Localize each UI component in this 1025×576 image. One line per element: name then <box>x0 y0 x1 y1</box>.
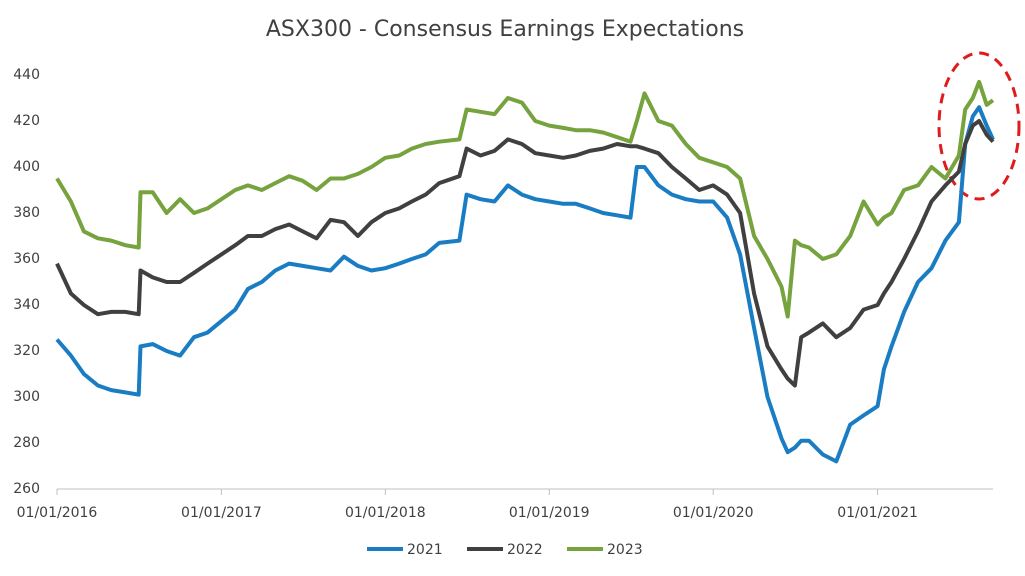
y-tick-label: 280 <box>13 435 40 451</box>
legend-label: 2022 <box>507 542 543 558</box>
y-tick-label: 440 <box>13 67 40 83</box>
x-tick-label: 01/01/2018 <box>345 505 426 521</box>
x-tick-label: 01/01/2021 <box>837 505 918 521</box>
legend-label: 2021 <box>407 542 443 558</box>
y-tick-label: 260 <box>13 481 40 497</box>
x-tick-label: 01/01/2017 <box>181 505 262 521</box>
y-tick-label: 300 <box>13 389 40 405</box>
series-line <box>55 105 995 464</box>
y-tick-label: 380 <box>13 205 40 221</box>
highlight-ellipse <box>937 51 1021 201</box>
y-tick-label: 360 <box>13 251 40 267</box>
y-tick-label: 340 <box>13 297 40 313</box>
x-tick-label: 01/01/2019 <box>509 505 590 521</box>
y-tick-label: 420 <box>13 113 40 129</box>
legend-label: 2023 <box>607 542 643 558</box>
x-tick-label: 01/01/2020 <box>673 505 754 521</box>
series-line <box>55 119 995 388</box>
y-tick-label: 400 <box>13 159 40 175</box>
chart-title: ASX300 - Consensus Earnings Expectations <box>266 17 744 42</box>
series-line <box>55 79 995 319</box>
x-tick-label: 01/01/2016 <box>17 505 98 521</box>
y-tick-label: 320 <box>13 343 40 359</box>
